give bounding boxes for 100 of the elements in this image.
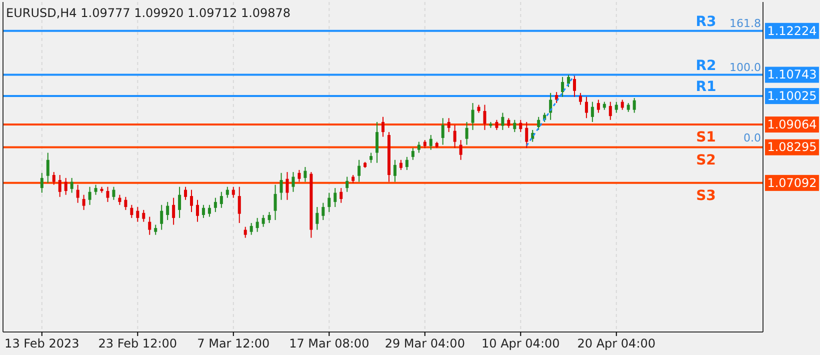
candlestick bbox=[537, 116, 540, 130]
candlestick bbox=[46, 152, 50, 184]
candlestick bbox=[76, 184, 80, 204]
candlestick bbox=[620, 99, 624, 110]
candlestick bbox=[142, 209, 146, 222]
candlestick bbox=[572, 74, 576, 98]
candlestick bbox=[244, 226, 247, 238]
candlestick bbox=[184, 186, 188, 200]
candlestick bbox=[226, 186, 229, 198]
candlestick bbox=[268, 212, 271, 224]
x-tick-label: 13 Feb 2023 bbox=[4, 336, 80, 351]
candlestick bbox=[196, 199, 199, 222]
candlestick bbox=[525, 121, 528, 149]
ref-line-label: S2 bbox=[696, 152, 716, 168]
x-tick-label: 10 Apr 04:00 bbox=[482, 336, 560, 351]
x-tick-label: 23 Feb 12:00 bbox=[98, 336, 178, 351]
candlestick bbox=[220, 191, 223, 208]
x-tick-label: 7 Mar 12:00 bbox=[197, 336, 270, 351]
candlestick bbox=[555, 92, 558, 104]
candlestick bbox=[393, 159, 396, 182]
candlestick bbox=[370, 152, 373, 164]
candlestick bbox=[376, 121, 379, 164]
candlestick bbox=[328, 192, 331, 213]
candlestick bbox=[286, 172, 289, 200]
candlestick bbox=[118, 194, 122, 206]
y-tick-label: 1.10025 bbox=[767, 88, 817, 103]
candlestick bbox=[417, 141, 420, 154]
candlestick bbox=[382, 116, 384, 138]
candlestick bbox=[340, 188, 343, 204]
candlestick bbox=[202, 204, 205, 218]
candlestick bbox=[154, 224, 158, 236]
candlestick bbox=[411, 148, 414, 160]
x-tick-label: 20 Apr 04:00 bbox=[577, 336, 656, 351]
candlestick bbox=[453, 124, 456, 149]
candlestick bbox=[136, 206, 140, 222]
candlestick bbox=[40, 172, 44, 194]
ref-line-label: S3 bbox=[696, 188, 716, 204]
candlestick bbox=[106, 186, 110, 202]
candlestick bbox=[250, 222, 253, 236]
y-tick-label: 1.07092 bbox=[767, 176, 817, 190]
candlestick bbox=[178, 186, 182, 218]
candlestick bbox=[232, 186, 235, 198]
annotation: 161.8 bbox=[730, 17, 761, 30]
x-tick-label: 29 Mar 04:00 bbox=[384, 336, 465, 351]
candlestick bbox=[405, 156, 408, 170]
candlestick bbox=[447, 118, 450, 133]
ref-line-label: R2 bbox=[696, 58, 716, 74]
candlestick bbox=[280, 172, 283, 200]
candlestick bbox=[567, 74, 570, 88]
candlestick bbox=[172, 197, 176, 226]
candlestick bbox=[519, 119, 522, 133]
candlestick bbox=[238, 186, 241, 224]
candlestick bbox=[94, 184, 98, 196]
candlestick bbox=[584, 96, 588, 119]
candlestick bbox=[483, 104, 486, 130]
candlestick bbox=[608, 101, 612, 120]
candlestick bbox=[112, 186, 116, 200]
candlestick bbox=[513, 119, 516, 133]
y-tick-label: 1.09064 bbox=[767, 117, 817, 132]
candlestick bbox=[316, 206, 319, 230]
candlestick bbox=[130, 204, 134, 218]
candlestick bbox=[459, 140, 462, 160]
candlestick bbox=[208, 204, 211, 218]
ref-line-label: R3 bbox=[696, 14, 716, 30]
annotation: 0.0 bbox=[744, 132, 761, 145]
candlestick bbox=[58, 174, 62, 198]
chart-title: EURUSD,H4 1.09777 1.09920 1.09712 1.09878 bbox=[6, 6, 291, 20]
candlestick bbox=[346, 176, 349, 192]
candlestick bbox=[160, 204, 164, 230]
candlestick bbox=[561, 76, 564, 98]
candlestick bbox=[507, 118, 510, 128]
candlestick bbox=[262, 214, 265, 228]
candlestick bbox=[358, 159, 361, 182]
candlestick bbox=[495, 119, 498, 130]
candlestick bbox=[70, 177, 74, 194]
candlestick bbox=[465, 121, 468, 146]
candlestick bbox=[429, 134, 432, 150]
candlestick bbox=[632, 97, 636, 114]
candlestick bbox=[501, 112, 504, 130]
candlestick bbox=[64, 177, 68, 196]
candlestick bbox=[124, 196, 128, 210]
candlestick bbox=[190, 189, 194, 213]
candlestick bbox=[399, 159, 402, 170]
candlestick bbox=[596, 99, 600, 114]
candlestick bbox=[471, 102, 474, 130]
y-tick-label: 1.10743 bbox=[767, 68, 817, 82]
candlestick bbox=[292, 172, 295, 192]
candlestick bbox=[441, 118, 444, 146]
candlestick bbox=[256, 217, 259, 232]
candlestick bbox=[82, 194, 86, 210]
candlestick bbox=[590, 101, 594, 122]
candlestick bbox=[322, 202, 325, 221]
candlestick bbox=[214, 197, 217, 213]
candlestick bbox=[614, 101, 618, 114]
y-tick-label: 1.08295 bbox=[767, 140, 817, 154]
candlestick bbox=[166, 201, 170, 221]
ref-line-label: S1 bbox=[696, 130, 716, 146]
candlestick bbox=[334, 188, 337, 208]
candlestick bbox=[88, 186, 92, 206]
candlestick bbox=[304, 166, 307, 182]
